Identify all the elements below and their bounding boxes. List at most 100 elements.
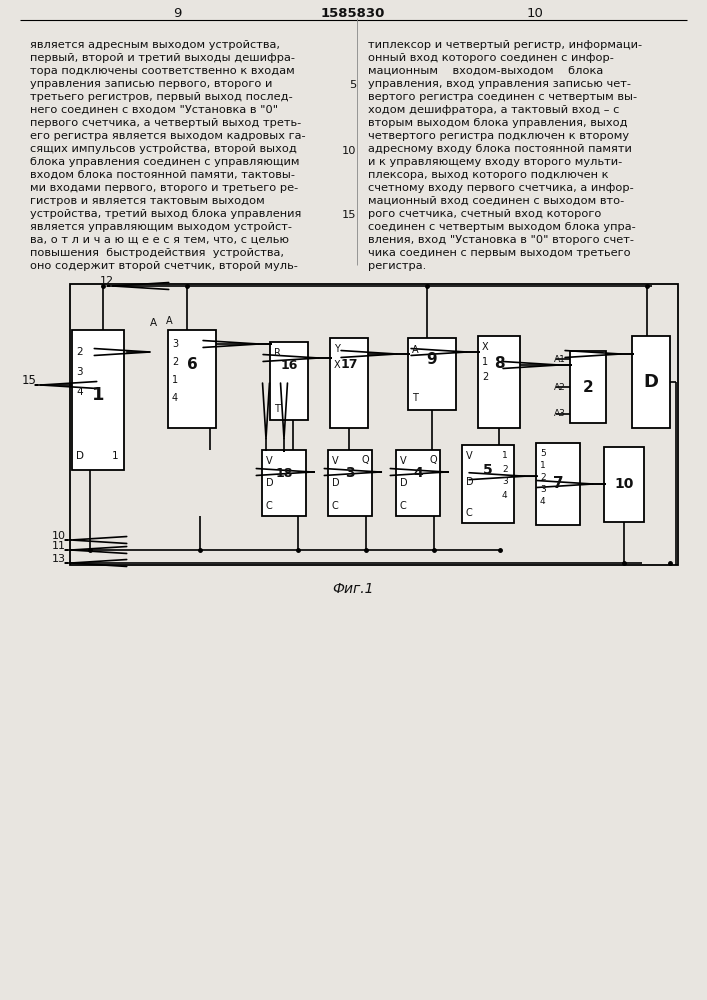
Text: 1: 1	[92, 386, 104, 404]
Text: V: V	[400, 456, 407, 466]
Text: устройства, третий выход блока управления: устройства, третий выход блока управлени…	[30, 209, 301, 219]
Text: первый, второй и третий выходы дешифра-: первый, второй и третий выходы дешифра-	[30, 53, 295, 63]
Text: 15: 15	[22, 373, 37, 386]
Bar	[328, 450, 372, 516]
Text: сящих импульсов устройства, второй выход: сящих импульсов устройства, второй выход	[30, 144, 297, 154]
Text: Y: Y	[334, 344, 340, 354]
Text: входом блока постоянной памяти, тактовы-: входом блока постоянной памяти, тактовы-	[30, 170, 295, 180]
Text: 5: 5	[349, 81, 356, 91]
Text: A: A	[166, 316, 173, 326]
Text: 16: 16	[280, 359, 298, 372]
Text: ходом дешифратора, а тактовый вход – с: ходом дешифратора, а тактовый вход – с	[368, 105, 619, 115]
Text: V: V	[266, 456, 273, 466]
Text: A3: A3	[554, 410, 566, 418]
Text: и к управляющему входу второго мульти-: и к управляющему входу второго мульти-	[368, 157, 622, 167]
Text: оно содержит второй счетчик, второй муль-: оно содержит второй счетчик, второй муль…	[30, 261, 298, 271]
Bar	[632, 336, 670, 428]
Text: его регистра является выходом кадровых га-: его регистра является выходом кадровых г…	[30, 131, 305, 141]
Text: 17: 17	[340, 359, 358, 371]
Text: 1: 1	[482, 357, 488, 367]
Text: 1: 1	[172, 375, 178, 385]
Text: повышения  быстродействия  устройства,: повышения быстродействия устройства,	[30, 248, 284, 258]
Text: 10: 10	[341, 145, 356, 155]
Text: 3: 3	[76, 367, 83, 377]
Text: T: T	[412, 393, 418, 403]
Text: него соединен с входом "Установка в "0": него соединен с входом "Установка в "0"	[30, 105, 278, 115]
Text: A1: A1	[554, 355, 566, 363]
Bar	[168, 330, 216, 428]
Text: 6: 6	[187, 357, 197, 372]
Text: ва, о т л и ч а ю щ е е с я тем, что, с целью: ва, о т л и ч а ю щ е е с я тем, что, с …	[30, 235, 289, 245]
Bar	[478, 336, 520, 428]
Text: 9: 9	[173, 7, 181, 20]
Text: адресному входу блока постоянной памяти: адресному входу блока постоянной памяти	[368, 144, 632, 154]
Bar	[396, 450, 440, 516]
Text: 15: 15	[341, 211, 356, 221]
Text: 2: 2	[540, 473, 546, 482]
Text: регистра.: регистра.	[368, 261, 426, 271]
Text: рого счетчика, счетный вход которого: рого счетчика, счетный вход которого	[368, 209, 602, 219]
Text: 4: 4	[172, 393, 178, 403]
Text: D: D	[466, 477, 474, 487]
Text: 2: 2	[583, 379, 593, 394]
Text: 12: 12	[100, 276, 114, 286]
Text: 5: 5	[540, 448, 546, 458]
Text: является адресным выходом устройства,: является адресным выходом устройства,	[30, 40, 280, 50]
Text: 1585830: 1585830	[321, 7, 385, 20]
Bar	[270, 342, 308, 420]
Text: 3: 3	[540, 485, 546, 493]
Bar	[536, 443, 580, 525]
Bar	[570, 351, 606, 423]
Text: вертого регистра соединен с четвертым вы-: вертого регистра соединен с четвертым вы…	[368, 92, 637, 102]
Text: плексора, выход которого подключен к: плексора, выход которого подключен к	[368, 170, 609, 180]
Text: третьего регистров, первый выход послед-: третьего регистров, первый выход послед-	[30, 92, 293, 102]
Bar	[408, 338, 456, 410]
Text: онный вход которого соединен с инфор-: онный вход которого соединен с инфор-	[368, 53, 614, 63]
Bar	[604, 447, 644, 522]
Text: 2: 2	[172, 357, 178, 367]
Text: гистров и является тактовым выходом: гистров и является тактовым выходом	[30, 196, 264, 206]
Text: 1: 1	[112, 451, 119, 461]
Bar	[72, 330, 124, 470]
Text: 8: 8	[493, 356, 504, 371]
Text: 10: 10	[52, 531, 66, 541]
Text: вления, вход "Установка в "0" второго счет-: вления, вход "Установка в "0" второго сч…	[368, 235, 634, 245]
Text: типлексор и четвертый регистр, информаци-: типлексор и четвертый регистр, информаци…	[368, 40, 642, 50]
Text: 5: 5	[483, 463, 493, 477]
Text: четвертого регистра подключен к второму: четвертого регистра подключен к второму	[368, 131, 629, 141]
Text: управления записью первого, второго и: управления записью первого, второго и	[30, 79, 272, 89]
Text: счетному входу первого счетчика, а инфор-: счетному входу первого счетчика, а инфор…	[368, 183, 633, 193]
Text: C: C	[266, 501, 273, 511]
Text: 2: 2	[502, 464, 508, 474]
Text: X: X	[482, 342, 489, 352]
Text: 1: 1	[540, 460, 546, 470]
Text: A: A	[412, 345, 419, 355]
Text: 11: 11	[52, 541, 66, 551]
Text: D: D	[332, 478, 339, 488]
Text: 2: 2	[482, 372, 489, 382]
Text: 18: 18	[275, 467, 293, 480]
Text: D: D	[643, 373, 658, 391]
Text: C: C	[400, 501, 407, 511]
Text: тора подключены соответственно к входам: тора подключены соответственно к входам	[30, 66, 295, 76]
Text: вторым выходом блока управления, выход: вторым выходом блока управления, выход	[368, 118, 628, 128]
Text: 9: 9	[427, 352, 438, 367]
Text: 3: 3	[502, 478, 508, 487]
Text: 4: 4	[413, 466, 423, 480]
Text: 13: 13	[52, 554, 66, 564]
Text: D: D	[266, 478, 274, 488]
Text: 10: 10	[614, 478, 633, 491]
Text: блока управления соединен с управляющим: блока управления соединен с управляющим	[30, 157, 300, 167]
Text: T: T	[274, 404, 280, 414]
Bar	[462, 445, 514, 523]
Text: ми входами первого, второго и третьего ре-: ми входами первого, второго и третьего р…	[30, 183, 298, 193]
Text: R: R	[274, 348, 281, 358]
Text: первого счетчика, а четвертый выход треть-: первого счетчика, а четвертый выход трет…	[30, 118, 301, 128]
Text: X: X	[334, 360, 341, 370]
Text: 4: 4	[540, 496, 546, 506]
Text: мационный вход соединен с выходом вто-: мационный вход соединен с выходом вто-	[368, 196, 624, 206]
Text: D: D	[400, 478, 408, 488]
Text: 7: 7	[553, 477, 563, 491]
Text: Фиг.1: Фиг.1	[332, 582, 374, 596]
Text: V: V	[332, 456, 339, 466]
